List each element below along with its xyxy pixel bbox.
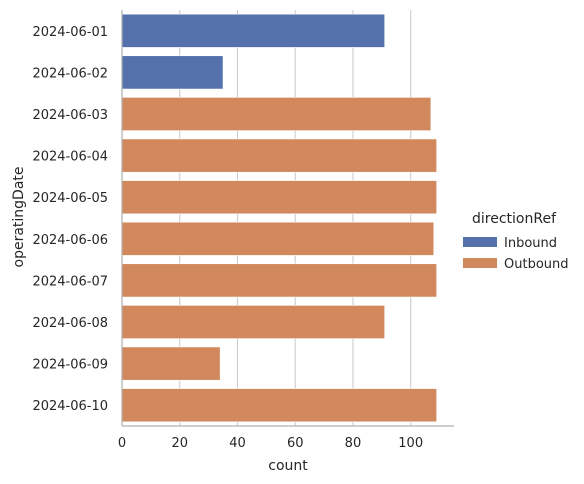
y-tick-label: 2024-06-07 xyxy=(32,274,108,289)
legend-swatch-outbound xyxy=(463,258,497,268)
y-tick-label: 2024-06-03 xyxy=(32,108,108,123)
x-axis-title: count xyxy=(268,458,308,474)
y-ticks: 2024-06-01 2024-06-02 2024-06-03 2024-06-04… xyxy=(32,25,108,414)
y-tick-label: 2024-06-04 xyxy=(32,150,108,165)
y-tick-label: 2024-06-06 xyxy=(32,233,108,248)
bar-outbound-2024-06-08 xyxy=(121,305,386,339)
y-tick-label: 2024-06-10 xyxy=(32,399,108,414)
x-ticks: 0 20 40 60 80 100 xyxy=(118,436,423,451)
bar-outbound-2024-06-04 xyxy=(121,138,437,173)
x-tick-label: 40 xyxy=(229,436,246,451)
bar-outbound-2024-06-07 xyxy=(121,263,437,298)
bar-outbound-2024-06-09 xyxy=(121,346,221,381)
x-tick-label: 80 xyxy=(345,436,362,451)
x-tick-label: 100 xyxy=(398,436,423,451)
bar-outbound-2024-06-10 xyxy=(121,388,437,423)
bar-outbound-2024-06-03 xyxy=(121,97,432,131)
y-axis-title: operatingDate xyxy=(11,166,27,267)
y-tick-label: 2024-06-01 xyxy=(32,25,108,40)
x-tick-label: 0 xyxy=(118,436,126,451)
legend-swatch-inbound xyxy=(463,237,497,247)
legend: directionRef Inbound Outbound xyxy=(463,211,569,272)
legend-label-outbound: Outbound xyxy=(504,257,569,272)
x-tick-label: 60 xyxy=(287,436,304,451)
bar-outbound-2024-06-05 xyxy=(121,180,437,215)
bar-outbound-2024-06-06 xyxy=(121,221,435,256)
bar-inbound-2024-06-01 xyxy=(121,13,386,48)
y-tick-label: 2024-06-02 xyxy=(32,66,108,81)
bars xyxy=(121,13,437,423)
y-tick-label: 2024-06-08 xyxy=(32,316,108,331)
legend-label-inbound: Inbound xyxy=(504,236,557,251)
axes xyxy=(121,10,454,427)
x-tick-label: 20 xyxy=(171,436,188,451)
bar-inbound-2024-06-02 xyxy=(121,55,224,90)
y-tick-label: 2024-06-09 xyxy=(32,358,108,373)
y-tick-label: 2024-06-05 xyxy=(32,191,108,206)
legend-title: directionRef xyxy=(472,211,557,227)
